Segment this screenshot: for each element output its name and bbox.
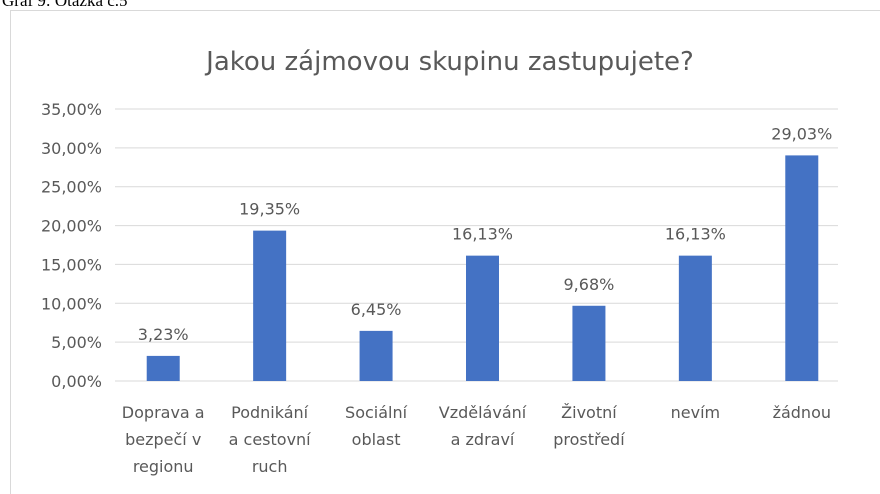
x-tick-label: nevím xyxy=(671,403,720,422)
data-label: 9,68% xyxy=(564,275,615,294)
y-tick-label: 35,00% xyxy=(41,100,102,119)
x-tick-label-line: Životní xyxy=(561,403,617,422)
x-tick-label-line: regionu xyxy=(133,457,194,476)
x-tick-label-line: a cestovní xyxy=(229,430,312,449)
y-tick-label: 15,00% xyxy=(41,255,102,274)
x-tick-label-line: Sociální xyxy=(345,403,408,422)
bar xyxy=(253,230,287,381)
x-tick-label: Podnikání a cestovní ruch xyxy=(229,403,312,476)
y-tick-label: 20,00% xyxy=(41,217,102,236)
bar xyxy=(359,330,393,381)
bar xyxy=(785,155,819,381)
x-tick-label-line: Podnikání xyxy=(231,403,309,422)
y-tick-label: 10,00% xyxy=(41,294,102,313)
x-tick-label-line: Doprava a xyxy=(122,403,205,422)
data-label: 6,45% xyxy=(351,300,402,319)
chart-frame xyxy=(10,10,880,494)
y-tick-label: 0,00% xyxy=(51,372,102,391)
x-tick-label: Životní prostředí xyxy=(553,403,625,449)
x-tick-label: Vzdělávání a zdraví xyxy=(439,403,527,449)
y-tick-label: 5,00% xyxy=(51,333,102,352)
y-tick-label: 30,00% xyxy=(41,139,102,158)
x-tick-label: žádnou xyxy=(773,403,831,422)
x-tick-label-line: ruch xyxy=(252,457,288,476)
bar xyxy=(678,255,712,381)
data-label: 19,35% xyxy=(239,200,300,219)
data-label: 16,13% xyxy=(452,225,513,244)
x-tick-label-line: prostředí xyxy=(553,430,625,449)
bar xyxy=(146,355,180,381)
x-tick-label-line: oblast xyxy=(352,430,401,449)
data-label: 29,03% xyxy=(771,124,832,143)
bar xyxy=(466,255,499,381)
y-tick-label: 25,00% xyxy=(41,178,102,197)
data-label: 16,13% xyxy=(665,225,726,244)
data-label: 3,23% xyxy=(138,325,189,344)
chart-title: Jakou zájmovou skupinu zastupujete? xyxy=(204,47,694,77)
bar xyxy=(572,305,606,381)
x-tick-label: Sociální oblast xyxy=(345,403,408,449)
caption: Graf 9: Otázka č.5 xyxy=(2,0,128,10)
x-tick-label-line: Vzdělávání xyxy=(439,403,527,422)
x-tick-label-line: a zdraví xyxy=(451,430,515,449)
x-tick-label-line: nevím xyxy=(671,403,720,422)
x-tick-label: Doprava a bezpečí v regionu xyxy=(122,403,205,476)
x-tick-label-line: bezpečí v xyxy=(125,430,201,449)
x-tick-label-line: žádnou xyxy=(773,403,831,422)
